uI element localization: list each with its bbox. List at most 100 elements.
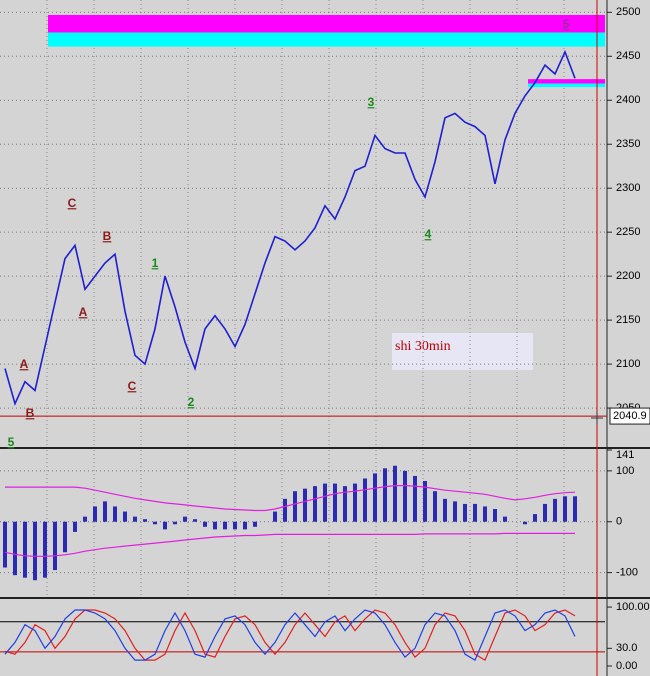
- histogram-bar: [53, 521, 57, 571]
- histogram-bar: [123, 511, 127, 522]
- histogram-bar: [403, 470, 407, 522]
- histogram-bar: [23, 521, 27, 578]
- wave-label: C: [68, 196, 77, 210]
- wave-label: 3: [368, 95, 375, 109]
- histogram-bar: [423, 481, 427, 522]
- histogram-bar: [323, 483, 327, 522]
- y-tick-label: 100: [616, 465, 634, 477]
- histogram-bar: [313, 486, 317, 522]
- histogram-bar: [73, 521, 77, 532]
- wave-label: 5: [8, 435, 15, 449]
- histogram-bar: [553, 498, 557, 522]
- series-line: [4, 609, 576, 661]
- zone-band: [528, 79, 605, 84]
- y-tick-label: 100.00: [616, 601, 650, 613]
- wave-label: B: [103, 229, 112, 243]
- y-tick-label: 2450: [616, 50, 640, 62]
- histogram-bar: [33, 521, 37, 581]
- y-tick-label: 2250: [616, 226, 640, 238]
- histogram-bar: [413, 475, 417, 522]
- series-line: [4, 609, 576, 661]
- histogram-bar: [383, 468, 387, 522]
- histogram-bar: [43, 521, 47, 578]
- annotation: shi 30min: [395, 339, 451, 354]
- wave-label: 4: [425, 227, 432, 241]
- histogram-bar: [213, 521, 217, 530]
- y-tick-label: 2350: [616, 138, 640, 150]
- histogram-bar: [163, 521, 167, 530]
- wave-label: 1: [152, 256, 159, 270]
- histogram-bar: [233, 521, 237, 530]
- y-tick-label: 141: [616, 449, 634, 461]
- wave-label: C: [128, 379, 137, 393]
- cursor-cross: [591, 412, 603, 424]
- histogram-bar: [503, 516, 507, 522]
- wave-label: B: [26, 406, 35, 420]
- price-line: [4, 49, 576, 407]
- series-line: [4, 532, 575, 557]
- histogram-bar: [393, 465, 397, 522]
- histogram-bar: [83, 516, 87, 522]
- zone-band: [528, 83, 605, 88]
- histogram-bar: [183, 516, 187, 522]
- histogram-bar: [353, 483, 357, 522]
- level-label-box: [609, 407, 650, 425]
- histogram-bar: [113, 506, 117, 522]
- histogram-bar: [443, 498, 447, 522]
- histogram-bar: [3, 521, 7, 568]
- histogram-bar: [223, 521, 227, 530]
- histogram-bar: [543, 503, 547, 522]
- histogram-bar: [203, 521, 207, 527]
- histogram-bar: [283, 498, 287, 522]
- histogram-bar: [373, 473, 377, 522]
- histogram-bar: [103, 501, 107, 522]
- histogram-bar: [433, 491, 437, 522]
- y-tick-label: 2400: [616, 94, 640, 106]
- histogram-bar: [133, 516, 137, 522]
- histogram-bar: [173, 521, 177, 525]
- y-tick-label: 2150: [616, 314, 640, 326]
- histogram-bar: [63, 521, 67, 553]
- histogram-bar: [343, 486, 347, 522]
- annotation-box: [392, 333, 533, 370]
- histogram-bar: [333, 483, 337, 522]
- zone-band: [48, 14, 605, 33]
- level-label: 2040.9: [613, 410, 647, 422]
- y-tick-label: 2100: [616, 358, 640, 370]
- histogram-bar: [273, 511, 277, 522]
- histogram-bar: [523, 521, 527, 525]
- y-tick-label: 2500: [616, 6, 640, 18]
- histogram-bar: [93, 506, 97, 522]
- histogram-bar: [363, 478, 367, 522]
- y-tick-label: 2300: [616, 182, 640, 194]
- histogram-bar: [243, 521, 247, 530]
- y-tick-label: 0: [616, 516, 622, 528]
- histogram-bar: [293, 491, 297, 522]
- wave-label: A: [20, 357, 29, 371]
- histogram-bar: [563, 496, 567, 522]
- wave-label: 5: [563, 17, 570, 31]
- y-tick-label: -100: [616, 567, 638, 579]
- histogram-bar: [493, 509, 497, 522]
- y-tick-label: 2200: [616, 270, 640, 282]
- histogram-bar: [253, 521, 257, 527]
- y-tick-label: 30.0: [616, 642, 637, 654]
- histogram-bar: [533, 514, 537, 522]
- histogram-bar: [193, 519, 197, 522]
- histogram-bar: [153, 521, 157, 525]
- wave-label: A: [79, 305, 88, 319]
- histogram-bar: [453, 501, 457, 522]
- histogram-bar: [303, 488, 307, 522]
- histogram-bar: [143, 519, 147, 522]
- wave-label: 2: [188, 395, 195, 409]
- histogram-bar: [573, 496, 577, 522]
- zone-band: [48, 32, 605, 47]
- histogram-bar: [13, 521, 17, 576]
- histogram-bar: [463, 503, 467, 522]
- histogram-bar: [483, 506, 487, 522]
- series-line: [5, 485, 576, 512]
- histogram-bar: [473, 503, 477, 522]
